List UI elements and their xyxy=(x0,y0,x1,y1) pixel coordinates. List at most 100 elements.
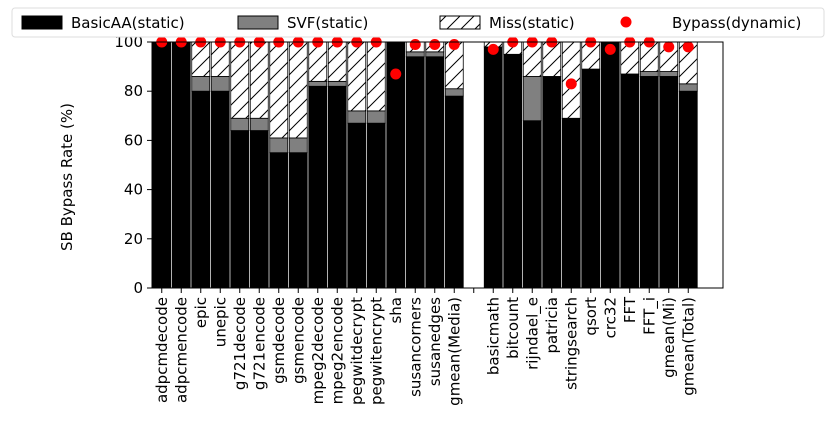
x-tick-label: epic xyxy=(192,297,210,328)
dot xyxy=(448,38,460,50)
y-tick-label: 0 xyxy=(133,279,143,297)
bar-hatch xyxy=(367,42,386,111)
x-tick-label: rijndael_e xyxy=(523,297,542,370)
bar-segment xyxy=(269,137,289,154)
bar-segment xyxy=(152,41,172,289)
dot xyxy=(390,68,402,80)
bar-segment xyxy=(425,51,445,58)
x-tick-label: patricia xyxy=(543,297,561,354)
x-tick-label: qsort xyxy=(582,297,600,336)
bar-segment xyxy=(659,76,679,289)
bar-segment xyxy=(308,80,328,87)
dot xyxy=(429,38,441,50)
bar-hatch xyxy=(191,42,210,77)
x-tick-label: g721encode xyxy=(250,297,268,390)
bar-segment xyxy=(327,80,347,87)
bar-segment xyxy=(620,73,640,289)
y-tick-label: 80 xyxy=(124,82,143,100)
dot xyxy=(409,38,421,50)
bar-hatch xyxy=(289,42,308,138)
bar-hatch xyxy=(328,42,347,82)
bar-hatch xyxy=(523,42,542,77)
bar-segment xyxy=(405,51,425,58)
legend-label: SVF(static) xyxy=(287,14,368,32)
bar-segment xyxy=(659,71,679,77)
bar-segment xyxy=(288,152,308,289)
bar-segment xyxy=(230,130,250,289)
dot xyxy=(565,78,577,90)
bar-segment xyxy=(347,122,367,289)
legend-label: Bypass(dynamic) xyxy=(672,14,801,32)
bar-segment xyxy=(542,76,562,289)
x-tick-label: gsmdecode xyxy=(270,297,288,384)
x-tick-label: gmean(Total) xyxy=(679,297,697,396)
x-tick-label: stringsearch xyxy=(562,297,580,390)
y-tick-label: 20 xyxy=(124,230,143,248)
bar-hatch xyxy=(581,42,600,70)
bar-segment xyxy=(425,56,445,289)
bar-segment xyxy=(366,122,386,289)
x-tick-label: gmean(Media) xyxy=(445,297,463,406)
bar-segment xyxy=(327,85,347,289)
dot xyxy=(663,41,675,53)
x-tick-label: FFT xyxy=(621,296,639,323)
legend-frame xyxy=(11,7,825,38)
x-tick-label: susancorners xyxy=(406,297,424,397)
x-tick-label: pegwitencrypt xyxy=(367,297,385,405)
bar-segment xyxy=(522,76,542,122)
bar-segment xyxy=(230,117,250,131)
x-tick-label: mpeg2decode xyxy=(309,297,327,404)
x-tick-label: FFT_i xyxy=(640,297,659,335)
bar-segment xyxy=(522,120,542,289)
dot xyxy=(682,41,694,53)
bar-segment xyxy=(639,76,659,289)
bar-segment xyxy=(678,83,698,92)
bar-hatch xyxy=(542,42,561,77)
bar-segment xyxy=(483,46,503,289)
legend-swatch xyxy=(237,15,279,30)
bar-segment xyxy=(600,41,620,289)
bar-hatch xyxy=(445,42,464,89)
bar-hatch xyxy=(679,42,698,84)
bar-segment xyxy=(581,68,601,289)
bar-hatch xyxy=(230,42,249,119)
bar-hatch xyxy=(640,42,659,72)
bar-segment xyxy=(308,85,328,289)
x-tick-label: susanedges xyxy=(426,297,444,386)
bar-segment xyxy=(444,88,464,97)
x-tick-label: bitcount xyxy=(504,297,522,359)
bar-segment xyxy=(288,137,308,154)
bar-segment xyxy=(191,90,211,289)
bar-segment xyxy=(210,76,230,92)
x-tick-label: unepic xyxy=(211,297,229,347)
x-tick-label: crc32 xyxy=(601,297,619,338)
legend-label: Miss(static) xyxy=(489,14,575,32)
bar-hatch xyxy=(269,42,288,138)
bar-segment xyxy=(639,71,659,77)
bar-segment xyxy=(405,56,425,289)
y-tick-label: 60 xyxy=(124,131,143,149)
legend-swatch xyxy=(21,15,63,30)
bar-hatch xyxy=(250,42,269,119)
x-tick-label: gsmencode xyxy=(289,297,307,384)
x-tick-label: g721decode xyxy=(231,297,249,390)
x-tick-label: pegwitdecrypt xyxy=(348,297,366,405)
dot xyxy=(487,43,499,55)
bar-segment xyxy=(171,41,191,289)
y-tick-label: 40 xyxy=(124,181,143,199)
x-tick-label: gmean(Mi) xyxy=(660,297,678,378)
bar-segment xyxy=(444,95,464,289)
bar-segment xyxy=(249,130,269,289)
dot xyxy=(604,43,616,55)
y-axis-label: SB Bypass Rate (%) xyxy=(58,103,76,251)
bar-hatch xyxy=(308,42,327,82)
bar-segment xyxy=(249,117,269,131)
x-tick-label: adpcmdecode xyxy=(153,297,171,403)
bar-hatch xyxy=(211,42,230,77)
bar-hatch xyxy=(620,42,639,74)
legend-hatch xyxy=(440,16,480,29)
legend-label: BasicAA(static) xyxy=(71,14,185,32)
bar-segment xyxy=(561,117,581,289)
x-tick-label: basicmath xyxy=(484,297,502,375)
